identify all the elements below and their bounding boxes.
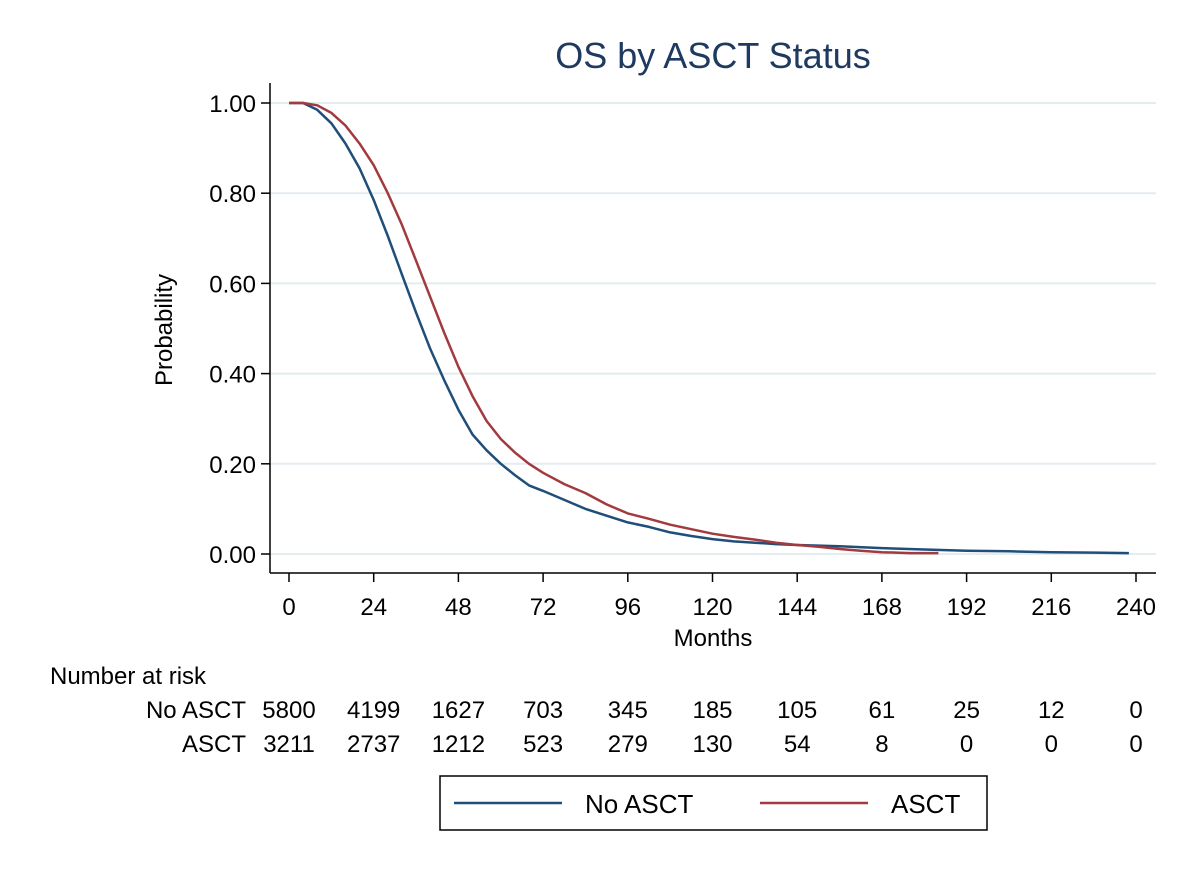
risk-value: 25 bbox=[953, 697, 980, 724]
risk-value: 1627 bbox=[432, 697, 485, 724]
y-tick-label: 1.00 bbox=[209, 91, 256, 118]
legend-label: ASCT bbox=[891, 789, 960, 819]
x-tick-label: 144 bbox=[777, 594, 817, 621]
risk-value: 4199 bbox=[347, 697, 400, 724]
risk-value: 523 bbox=[523, 731, 563, 758]
risk-value: 279 bbox=[608, 731, 648, 758]
risk-value: 2737 bbox=[347, 731, 400, 758]
risk-row-label: ASCT bbox=[182, 731, 246, 758]
x-tick-label: 192 bbox=[947, 594, 987, 621]
chart-title: OS by ASCT Status bbox=[555, 35, 870, 76]
series-line-asct bbox=[289, 101, 939, 555]
x-tick-label: 168 bbox=[862, 594, 902, 621]
x-axis-label: Months bbox=[674, 625, 753, 652]
risk-value: 0 bbox=[1129, 731, 1142, 758]
number-at-risk-table: Number at risk No ASCT 5800 4199 1627 703 345… bbox=[50, 663, 1143, 758]
risk-value: 703 bbox=[523, 697, 563, 724]
y-tick-label: 0.60 bbox=[209, 271, 256, 298]
risk-row-label: No ASCT bbox=[146, 697, 246, 724]
y-axis-label: Probability bbox=[151, 274, 178, 386]
x-tick-label: 0 bbox=[282, 594, 295, 621]
series-lines bbox=[289, 101, 1129, 555]
risk-value: 1212 bbox=[432, 731, 485, 758]
x-tick-label: 96 bbox=[614, 594, 641, 621]
risk-value: 61 bbox=[869, 697, 896, 724]
risk-value: 3211 bbox=[263, 731, 315, 758]
x-tick-label: 72 bbox=[530, 594, 557, 621]
legend-label: No ASCT bbox=[585, 789, 693, 819]
x-tick-label: 48 bbox=[445, 594, 472, 621]
risk-value: 54 bbox=[784, 731, 811, 758]
legend: No ASCT ASCT bbox=[439, 775, 988, 831]
x-tick-label: 24 bbox=[360, 594, 387, 621]
risk-value: 105 bbox=[777, 697, 817, 724]
risk-value: 0 bbox=[960, 731, 973, 758]
series-line-no-asct bbox=[289, 101, 1129, 555]
risk-table-header: Number at risk bbox=[50, 663, 207, 690]
axes: 0.00 0.20 0.40 0.60 0.80 1.00 0 24 48 72 96 120 144 1… bbox=[209, 83, 1156, 621]
risk-value: 12 bbox=[1038, 697, 1065, 724]
x-tick-label: 120 bbox=[692, 594, 732, 621]
y-tick-label: 0.80 bbox=[209, 181, 256, 208]
x-tick-label: 216 bbox=[1031, 594, 1071, 621]
risk-value: 8 bbox=[875, 731, 888, 758]
risk-value: 0 bbox=[1129, 697, 1142, 724]
risk-value: 345 bbox=[608, 697, 648, 724]
y-tick-label: 0.40 bbox=[209, 362, 256, 389]
risk-value: 130 bbox=[692, 731, 732, 758]
y-tick-label: 0.20 bbox=[209, 452, 256, 479]
y-tick-label: 0.00 bbox=[209, 542, 256, 569]
risk-value: 0 bbox=[1045, 731, 1058, 758]
risk-value: 5800 bbox=[262, 697, 315, 724]
x-tick-label: 240 bbox=[1116, 594, 1156, 621]
grid-lines bbox=[270, 102, 1156, 555]
risk-value: 185 bbox=[692, 697, 732, 724]
